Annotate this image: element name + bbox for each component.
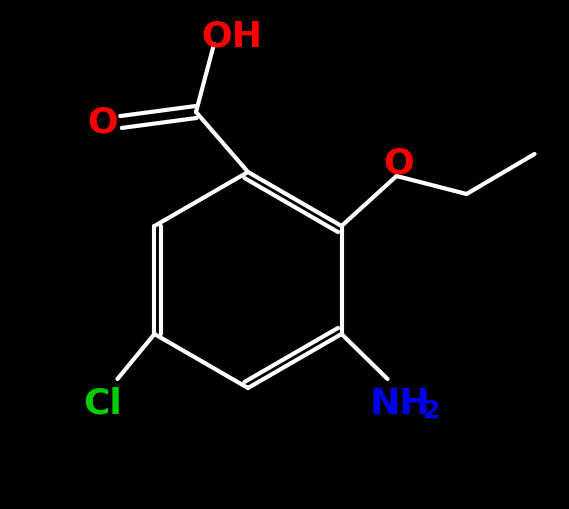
Text: Cl: Cl xyxy=(83,387,122,421)
Text: O: O xyxy=(88,105,118,139)
Text: O: O xyxy=(383,147,414,181)
Text: OH: OH xyxy=(201,19,262,53)
Text: NH: NH xyxy=(369,387,430,421)
Text: 2: 2 xyxy=(423,399,440,423)
